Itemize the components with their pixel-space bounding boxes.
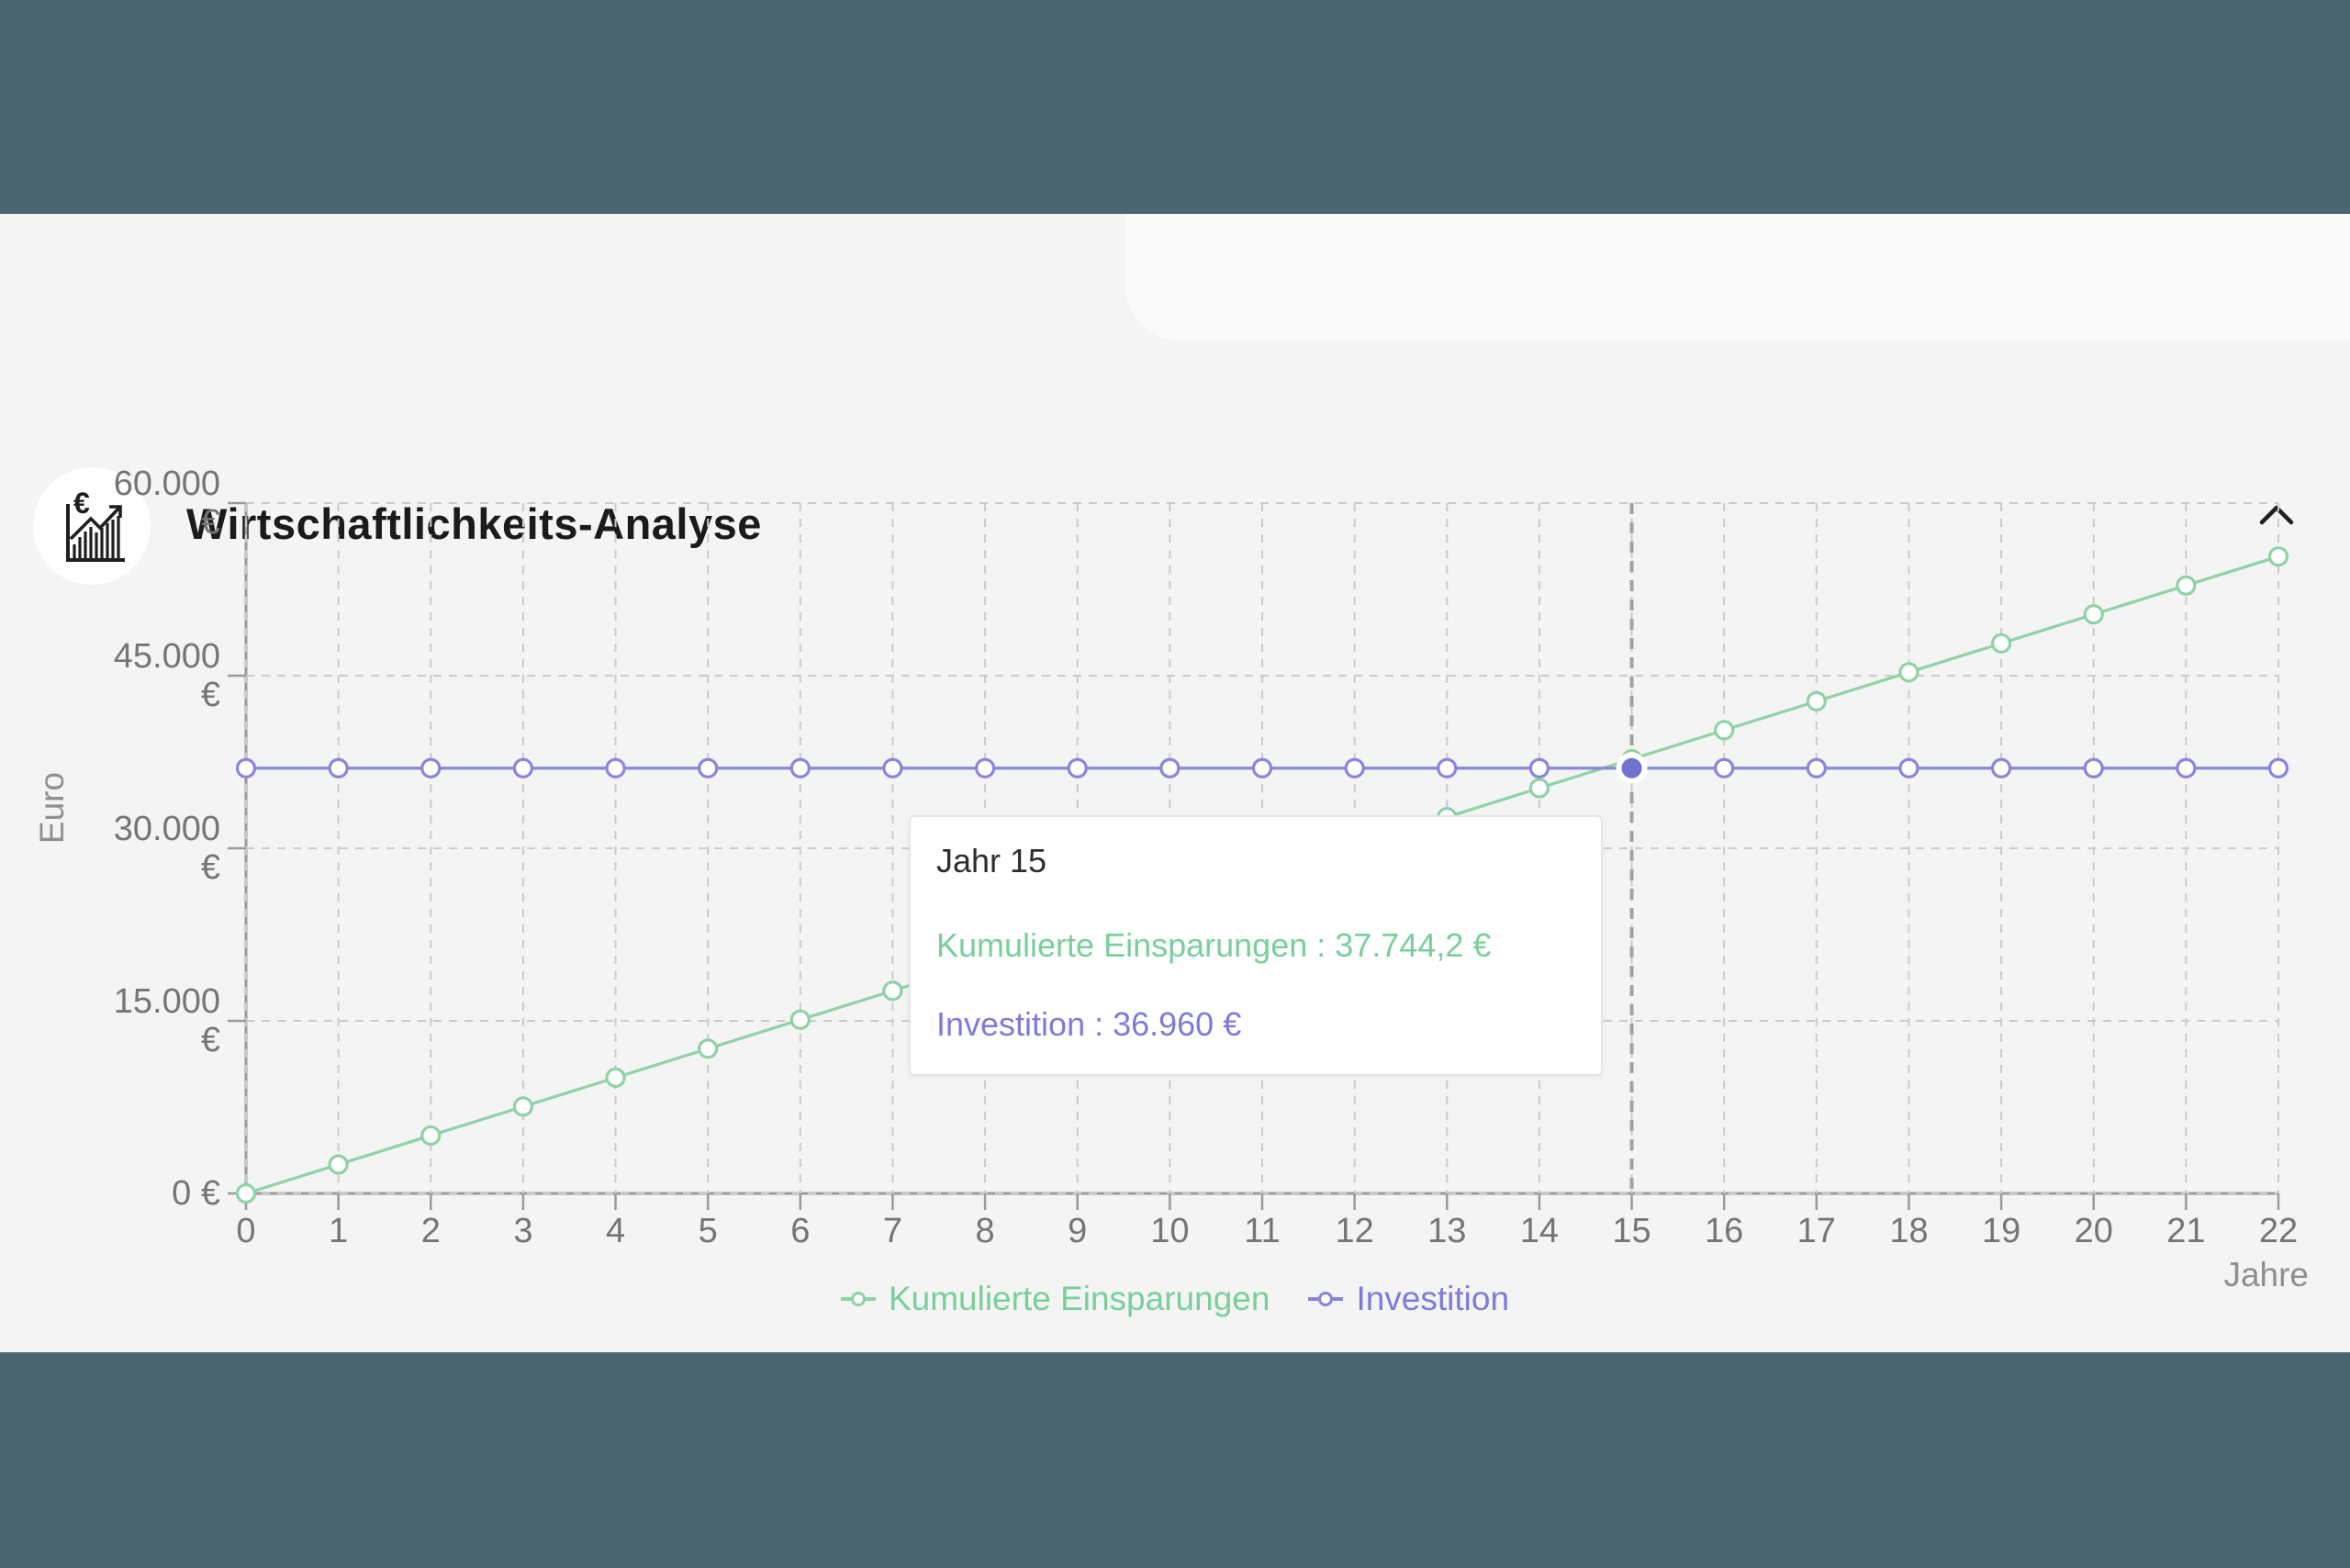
x-tick-label: 17 [1796,1212,1836,1250]
chart-legend: Kumulierte Einsparungen Investition [0,1276,2350,1322]
tooltip-series-value: Kumulierte Einsparungen : 37.744,2 € [936,926,1492,964]
data-point[interactable] [974,757,996,778]
y-axis-title: Euro [33,771,71,845]
data-point[interactable] [1806,690,1827,711]
data-point[interactable] [235,1182,257,1204]
bottom-frame-bar [0,1352,2350,1568]
data-point[interactable] [698,1038,719,1059]
x-tick-label: 0 [236,1212,256,1250]
data-point[interactable] [605,1067,626,1088]
y-tick-label: 15.000 € [113,982,220,1059]
x-tick-label: 7 [882,1212,903,1250]
data-point[interactable] [1714,720,1735,741]
data-point[interactable] [789,757,811,778]
line-marker-icon [1308,1292,1344,1306]
data-point[interactable] [605,757,626,778]
data-point[interactable] [2176,575,2197,596]
data-point[interactable] [328,1154,349,1175]
x-tick-label: 9 [1068,1212,1088,1250]
legend-label: Kumulierte Einsparungen [888,1280,1270,1317]
x-tick-label: 18 [1889,1212,1929,1250]
legend-item-kumulierte-einsparungen[interactable]: Kumulierte Einsparungen [840,1279,1270,1319]
line-marker-icon [840,1292,876,1306]
x-tick-label: 19 [1981,1212,2021,1250]
tooltip-title: Jahr 15 [936,842,1047,879]
chart-tooltip: Jahr 15 Kumulierte Einsparungen : 37.744… [909,815,1603,1076]
data-point[interactable] [1806,757,1827,778]
page-title: Wirtschaftlichkeits-Analyse [186,499,762,548]
data-point[interactable] [420,757,442,778]
data-point[interactable] [1714,757,1735,778]
svg-text:€: € [73,487,90,520]
header-highlight-band [1125,214,2350,341]
x-tick-label: 1 [329,1212,349,1250]
data-point[interactable] [512,757,534,778]
x-tick-label: 4 [605,1212,626,1250]
data-point[interactable] [698,757,719,778]
data-point[interactable] [2083,604,2104,625]
data-point[interactable] [1344,757,1365,778]
x-tick-label: 15 [1612,1212,1651,1250]
x-tick-label: 20 [2074,1212,2113,1250]
x-tick-label: 6 [790,1212,811,1250]
panel-header: € Wirtschaftlichkeits-Analyse [0,214,2350,585]
data-point[interactable] [882,980,903,1002]
data-point[interactable] [2176,757,2197,778]
x-tick-label: 5 [698,1212,718,1250]
x-tick-label: 21 [2166,1212,2206,1250]
y-tick-label: 0 € [172,1174,220,1213]
data-point[interactable] [2267,757,2289,778]
data-point[interactable] [1990,633,2012,654]
x-tick-label: 22 [2258,1212,2299,1250]
y-tick-label: 45.000 € [113,637,220,714]
x-tick-label: 13 [1427,1212,1467,1250]
x-tick-label: 14 [1519,1212,1560,1250]
x-tick-label: 2 [420,1212,441,1250]
x-axis-title: Jahre [2223,1256,2309,1294]
x-tick-label: 12 [1335,1212,1374,1250]
data-point[interactable] [512,1096,534,1117]
data-point[interactable] [1067,757,1088,778]
data-point[interactable] [1898,662,1919,683]
data-point[interactable] [1528,757,1550,778]
data-point[interactable] [420,1125,442,1147]
data-point[interactable] [1159,757,1181,778]
data-point[interactable] [328,757,349,778]
emphasis-data-point[interactable] [1621,757,1642,778]
x-tick-label: 11 [1244,1212,1281,1250]
x-tick-label: 16 [1705,1212,1744,1250]
chevron-up-icon [2259,505,2294,525]
legend-label: Investition [1356,1280,1510,1317]
y-tick-label: 60.000 € [113,465,220,542]
legend-item-investition[interactable]: Investition [1308,1279,1509,1319]
data-point[interactable] [1528,778,1550,799]
tooltip-series-value: Investition : 36.960 € [936,1005,1242,1043]
euro-chart-icon: € [33,467,151,585]
data-point[interactable] [1437,757,1458,778]
data-point[interactable] [789,1009,811,1030]
x-tick-label: 8 [975,1212,995,1250]
data-point[interactable] [235,757,257,778]
x-tick-label: 10 [1150,1212,1190,1250]
data-point[interactable] [2267,546,2289,567]
data-point[interactable] [2083,757,2104,778]
top-frame-bar [0,0,2350,214]
collapse-panel-button[interactable] [2244,489,2310,541]
data-point[interactable] [1990,757,2012,778]
data-point[interactable] [1251,757,1273,778]
data-point[interactable] [882,757,903,778]
y-tick-label: 30.000 € [113,810,220,887]
data-point[interactable] [1898,757,1919,778]
x-tick-label: 3 [513,1212,533,1250]
